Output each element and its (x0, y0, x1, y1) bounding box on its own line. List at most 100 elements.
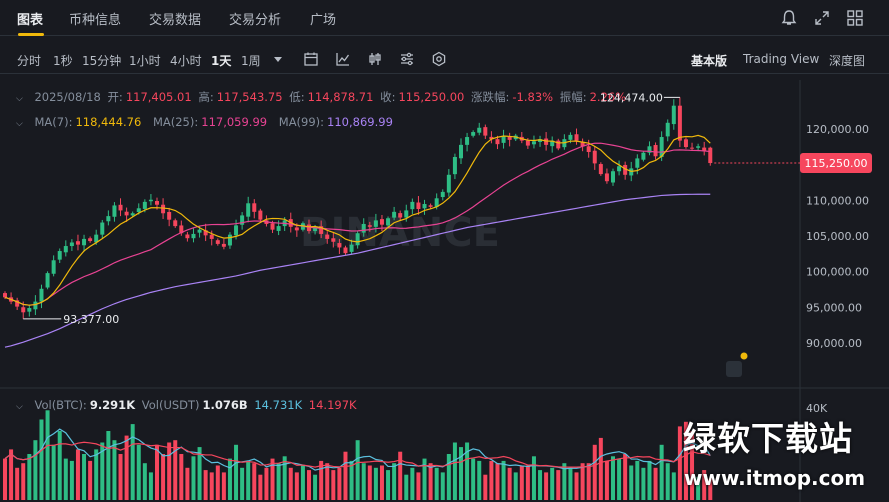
volume-bar (307, 470, 311, 500)
candle-body (100, 222, 105, 235)
candle-body (459, 144, 463, 159)
volume-bar (525, 465, 530, 500)
candle-body (161, 204, 166, 214)
volume-bar (690, 431, 695, 500)
candle-body (155, 201, 159, 205)
candle-body (683, 139, 688, 148)
candle-body (623, 164, 628, 175)
watermark-url: www.itmop.com (684, 466, 866, 490)
volume-bar (15, 467, 20, 500)
tab-chart[interactable]: 图表 (17, 13, 44, 28)
volume-bar (641, 467, 646, 500)
candle-body (501, 136, 506, 143)
volume-bar (258, 474, 263, 500)
tab-coin-info[interactable]: 币种信息 (69, 13, 122, 28)
interval-1s[interactable]: 1秒 (53, 54, 73, 68)
chevron-down-icon[interactable] (272, 51, 284, 67)
ma7-line (4, 134, 711, 306)
volume-bar (683, 421, 688, 500)
volume-bar (45, 410, 50, 500)
candle-body (203, 230, 208, 236)
volume-bar (331, 470, 336, 500)
volume-bar (100, 442, 105, 500)
candle-body (611, 171, 615, 183)
volume-bar (465, 442, 470, 500)
expand-icon[interactable] (813, 9, 831, 27)
candle-body (57, 251, 62, 260)
candle-body (179, 225, 184, 234)
volume-bar (21, 463, 26, 500)
collapse-chevron-icon[interactable]: ⌵ (16, 119, 23, 129)
tab-trading-analysis[interactable]: 交易分析 (229, 13, 282, 28)
ma25-line (4, 142, 711, 306)
view-depth[interactable]: 深度图 (829, 54, 866, 68)
tab-trading-data[interactable]: 交易数据 (149, 13, 202, 28)
interval-4h[interactable]: 4小时 (170, 54, 202, 68)
layout-grid-icon[interactable] (846, 9, 864, 27)
volume-bar (653, 467, 658, 500)
candle-body (604, 173, 609, 182)
volume-bar (227, 458, 232, 500)
ma99-line (4, 193, 711, 348)
volume-bar (276, 463, 281, 500)
gear-icon[interactable] (431, 51, 447, 67)
tab-square[interactable]: 广场 (310, 13, 337, 28)
volume-bar (544, 472, 549, 500)
price-tick-label: 90,000.00 (806, 337, 862, 350)
indicator-icon[interactable] (335, 51, 351, 67)
open-label: 开: (107, 90, 123, 104)
candle-body (45, 273, 50, 288)
candlestick-chart[interactable]: 120,000.00115,000.00110,000.00105,000.00… (0, 80, 889, 502)
interval-15m[interactable]: 15分钟 (82, 54, 122, 68)
chart-toolbar: 分时 1秒 15分钟 1小时 4小时 1天 1周 基本版 Trading Vie… (0, 44, 889, 74)
candle-body (75, 241, 80, 245)
candle-body (446, 174, 451, 193)
volume-bar (325, 463, 330, 500)
candle-body (234, 225, 239, 236)
volume-bar (440, 472, 445, 500)
settings-sliders-icon[interactable] (399, 51, 415, 67)
candle-body (483, 127, 488, 136)
candle-body (398, 213, 403, 218)
candle-body (379, 219, 384, 225)
interval-timeline[interactable]: 分时 (17, 54, 42, 68)
candle-body (428, 205, 433, 207)
interval-1w[interactable]: 1周 (241, 54, 261, 68)
high-label: 高: (198, 90, 214, 104)
candle-body (696, 146, 701, 148)
bell-icon[interactable] (780, 9, 798, 27)
interval-1d[interactable]: 1天 (211, 54, 232, 68)
candle-body (227, 234, 232, 246)
volume-bar (568, 467, 573, 500)
volume-bar (446, 454, 451, 500)
volume-bar (234, 444, 239, 500)
candle-body (538, 139, 543, 142)
candle-body (708, 147, 713, 164)
view-basic[interactable]: 基本版 (691, 54, 728, 68)
candle-body (331, 238, 336, 242)
candle-body (410, 201, 415, 210)
volume-tick-label: 40K (806, 402, 828, 415)
collapse-chevron-icon[interactable]: ⌵ (16, 402, 23, 412)
ma25-label: MA(25): (152, 115, 199, 129)
low-value: 114,878.71 (307, 90, 374, 104)
candle-body (471, 132, 476, 136)
candle-body (665, 122, 670, 137)
volume-bar (264, 467, 269, 500)
interval-1h[interactable]: 1小时 (129, 54, 161, 68)
view-tradingview[interactable]: Trading View (743, 52, 820, 66)
volume-bar (57, 431, 62, 500)
candle-body (191, 233, 196, 239)
candle-body (63, 246, 68, 253)
volume-bar (562, 463, 567, 500)
volume-bar (495, 463, 500, 500)
candle-body (617, 166, 622, 172)
volume-bar (647, 460, 652, 500)
candle-type-icon[interactable] (367, 51, 383, 67)
candle-body (313, 227, 318, 232)
candle-body (416, 202, 421, 209)
calendar-icon[interactable] (303, 51, 319, 67)
candle-body (21, 307, 26, 313)
volume-bar (63, 458, 68, 500)
collapse-chevron-icon[interactable]: ⌵ (16, 94, 23, 104)
